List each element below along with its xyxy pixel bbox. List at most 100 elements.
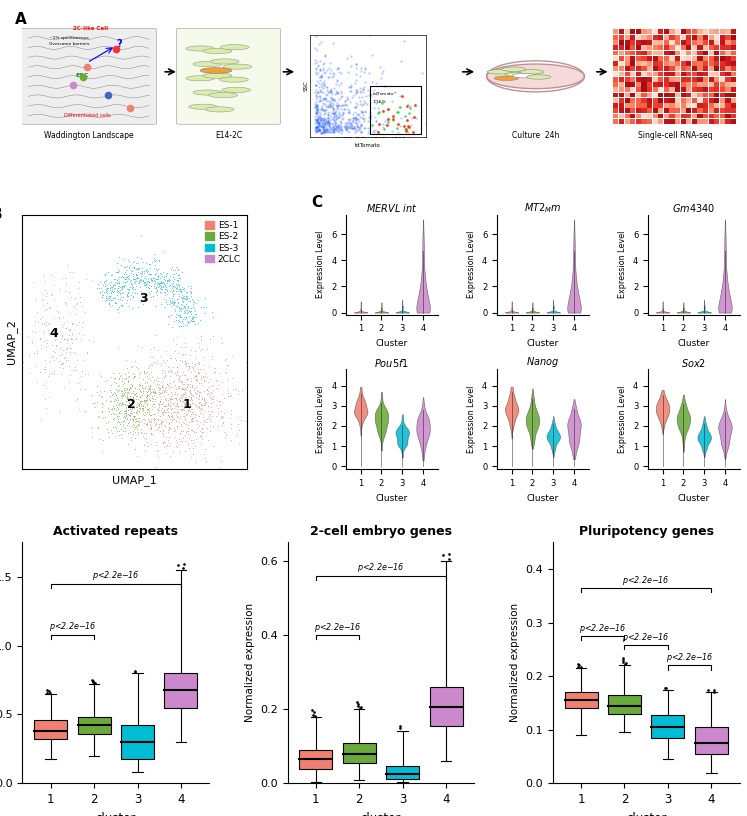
Point <box>187 382 199 395</box>
Point <box>179 282 190 295</box>
Point <box>167 298 179 311</box>
Point <box>323 105 335 118</box>
Point <box>336 125 348 138</box>
Point <box>117 280 128 293</box>
Point <box>182 372 194 385</box>
Point <box>232 418 244 431</box>
Point <box>335 86 347 100</box>
Point <box>127 290 139 304</box>
Point <box>313 123 325 136</box>
Point <box>169 268 181 281</box>
Point <box>115 385 127 398</box>
Point <box>312 66 324 79</box>
Point <box>317 126 329 139</box>
Point <box>105 371 117 384</box>
Bar <box>664 35 669 40</box>
Point <box>121 418 133 431</box>
Point <box>203 360 215 373</box>
Point <box>146 392 158 405</box>
Bar <box>698 61 703 66</box>
Point <box>196 392 208 406</box>
Point <box>110 422 122 435</box>
Point <box>171 293 183 306</box>
Point <box>137 387 149 400</box>
Point <box>179 319 191 332</box>
Bar <box>636 87 641 92</box>
Point <box>56 357 68 370</box>
Bar <box>669 55 675 60</box>
Y-axis label: Expression Level: Expression Level <box>317 231 326 299</box>
Point <box>190 400 202 413</box>
Point <box>191 421 203 434</box>
Point <box>327 125 339 138</box>
Point <box>315 69 327 82</box>
Point <box>113 402 125 415</box>
Point <box>140 432 152 446</box>
Point <box>165 402 177 415</box>
Point <box>176 354 187 367</box>
Point <box>344 120 356 133</box>
Point <box>124 410 136 423</box>
Point <box>338 106 350 119</box>
Point <box>169 385 181 398</box>
Point <box>186 292 198 305</box>
Point <box>202 384 214 397</box>
Point <box>173 320 185 333</box>
Point <box>125 430 137 443</box>
Point <box>364 29 376 42</box>
Point <box>155 277 167 290</box>
Point <box>176 434 188 447</box>
Point <box>60 296 72 309</box>
Point <box>132 266 144 279</box>
Point <box>256 392 268 406</box>
Bar <box>686 29 692 34</box>
Point <box>76 365 88 378</box>
Bar <box>675 40 681 45</box>
Point <box>194 407 206 420</box>
Point <box>144 261 156 274</box>
Point <box>111 410 123 423</box>
Point <box>59 295 71 308</box>
Point <box>230 429 242 442</box>
Point <box>181 304 193 317</box>
Point <box>117 388 128 401</box>
Point <box>196 432 208 446</box>
Point <box>149 419 161 432</box>
Bar <box>692 66 697 71</box>
Point <box>168 397 180 410</box>
Point <box>128 420 140 433</box>
Point <box>101 423 113 436</box>
Point <box>324 83 336 96</box>
Point <box>146 412 158 425</box>
Point <box>102 265 114 278</box>
Point <box>185 371 197 384</box>
Point <box>124 390 136 403</box>
Point <box>370 77 382 90</box>
Point <box>187 405 199 418</box>
Point <box>174 284 186 297</box>
Point <box>367 125 379 138</box>
Point <box>134 274 146 287</box>
Bar <box>642 119 646 123</box>
Point <box>192 366 204 379</box>
Point <box>187 437 199 450</box>
Point <box>326 92 338 105</box>
Point <box>147 384 159 397</box>
Point <box>176 381 188 394</box>
Point <box>315 112 327 125</box>
Point <box>150 281 162 294</box>
Point <box>162 365 174 378</box>
Point <box>54 348 66 361</box>
Point <box>317 117 329 130</box>
Point <box>185 302 197 315</box>
Point <box>232 384 244 397</box>
Point <box>206 392 218 406</box>
Point <box>199 397 211 410</box>
Point <box>122 391 134 404</box>
Point <box>403 102 415 115</box>
Point <box>187 302 199 315</box>
Point <box>93 432 105 446</box>
Circle shape <box>200 68 232 73</box>
Point <box>137 417 149 430</box>
Point <box>160 269 172 282</box>
